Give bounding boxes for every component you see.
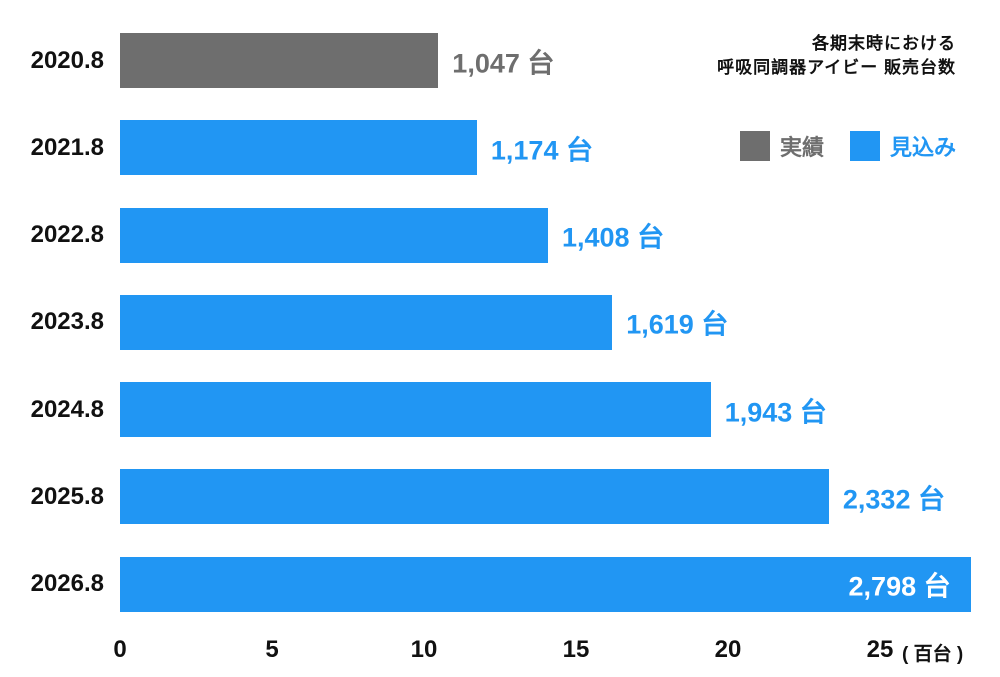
category-label: 2021.8 [30, 133, 104, 161]
x-axis-unit-label: ( 百台 ) [902, 644, 964, 665]
bar-track: 1,408 台 [120, 207, 980, 263]
chart-title-line1: 各期末時における [812, 34, 956, 53]
category-label: 2023.8 [30, 308, 104, 336]
category-label: 2022.8 [30, 221, 104, 249]
bar-row: 2020.8 1,047 台 [0, 33, 1000, 88]
bar-row: 2021.8 1,174 台 [0, 120, 1000, 176]
x-axis: 0 5 10 15 20 25 ( 百台 ) [113, 636, 1000, 676]
x-tick: 20 [714, 636, 742, 663]
value-label: 1,408 台 [562, 222, 665, 253]
bar [120, 382, 711, 438]
legend-label-actual: 実績 [779, 135, 824, 160]
legend-label-forecast: 見込み [889, 135, 956, 160]
x-tick: 25 [866, 636, 894, 663]
value-label: 1,943 台 [724, 397, 827, 428]
bar-row: 2025.8 2,332 台 [0, 469, 1000, 525]
bar-row: 2024.8 1,943 台 [0, 382, 1000, 438]
legend-swatch-actual [739, 131, 770, 161]
bar-track: 1,174 台 [120, 120, 980, 176]
bar-track: 2,798 台 [120, 556, 980, 612]
bar-track: 2,332 台 [120, 469, 980, 525]
chart-title: 各期末時における 呼吸同調器アイビー 販売台数 [717, 32, 956, 80]
x-tick: 5 [265, 636, 279, 663]
value-label: 1,047 台 [452, 48, 555, 78]
bar-row: 2026.8 2,798 台 [0, 556, 1000, 612]
legend-swatch-forecast [849, 131, 880, 161]
category-label: 2024.8 [30, 395, 104, 423]
bar [120, 33, 439, 88]
x-tick: 0 [113, 636, 127, 663]
value-label: 1,619 台 [626, 309, 729, 340]
x-tick: 15 [562, 636, 590, 663]
value-label: 2,798 台 [848, 571, 951, 602]
category-label: 2020.8 [30, 46, 104, 74]
bar [120, 556, 971, 612]
legend: 実績 見込み [739, 130, 956, 162]
category-label: 2026.8 [30, 570, 104, 598]
bar [120, 469, 829, 525]
chart-title-line2: 呼吸同調器アイビー 販売台数 [717, 58, 956, 77]
bar [120, 294, 613, 350]
bar-track: 1,619 台 [120, 294, 980, 350]
bar [120, 207, 548, 263]
bar-row: 2023.8 1,619 台 [0, 294, 1000, 350]
value-label: 1,174 台 [490, 135, 593, 166]
value-label: 2,332 台 [842, 484, 945, 515]
plot-area: 2020.8 1,047 台 2021.8 1,174 台 2022.8 1,4… [0, 33, 1000, 612]
category-label: 2025.8 [30, 482, 104, 510]
bar-row: 2022.8 1,408 台 [0, 207, 1000, 263]
bar-track: 1,943 台 [120, 382, 980, 438]
bar [120, 120, 477, 176]
bar-track: 1,047 台 [120, 33, 980, 88]
x-tick: 10 [410, 636, 438, 663]
